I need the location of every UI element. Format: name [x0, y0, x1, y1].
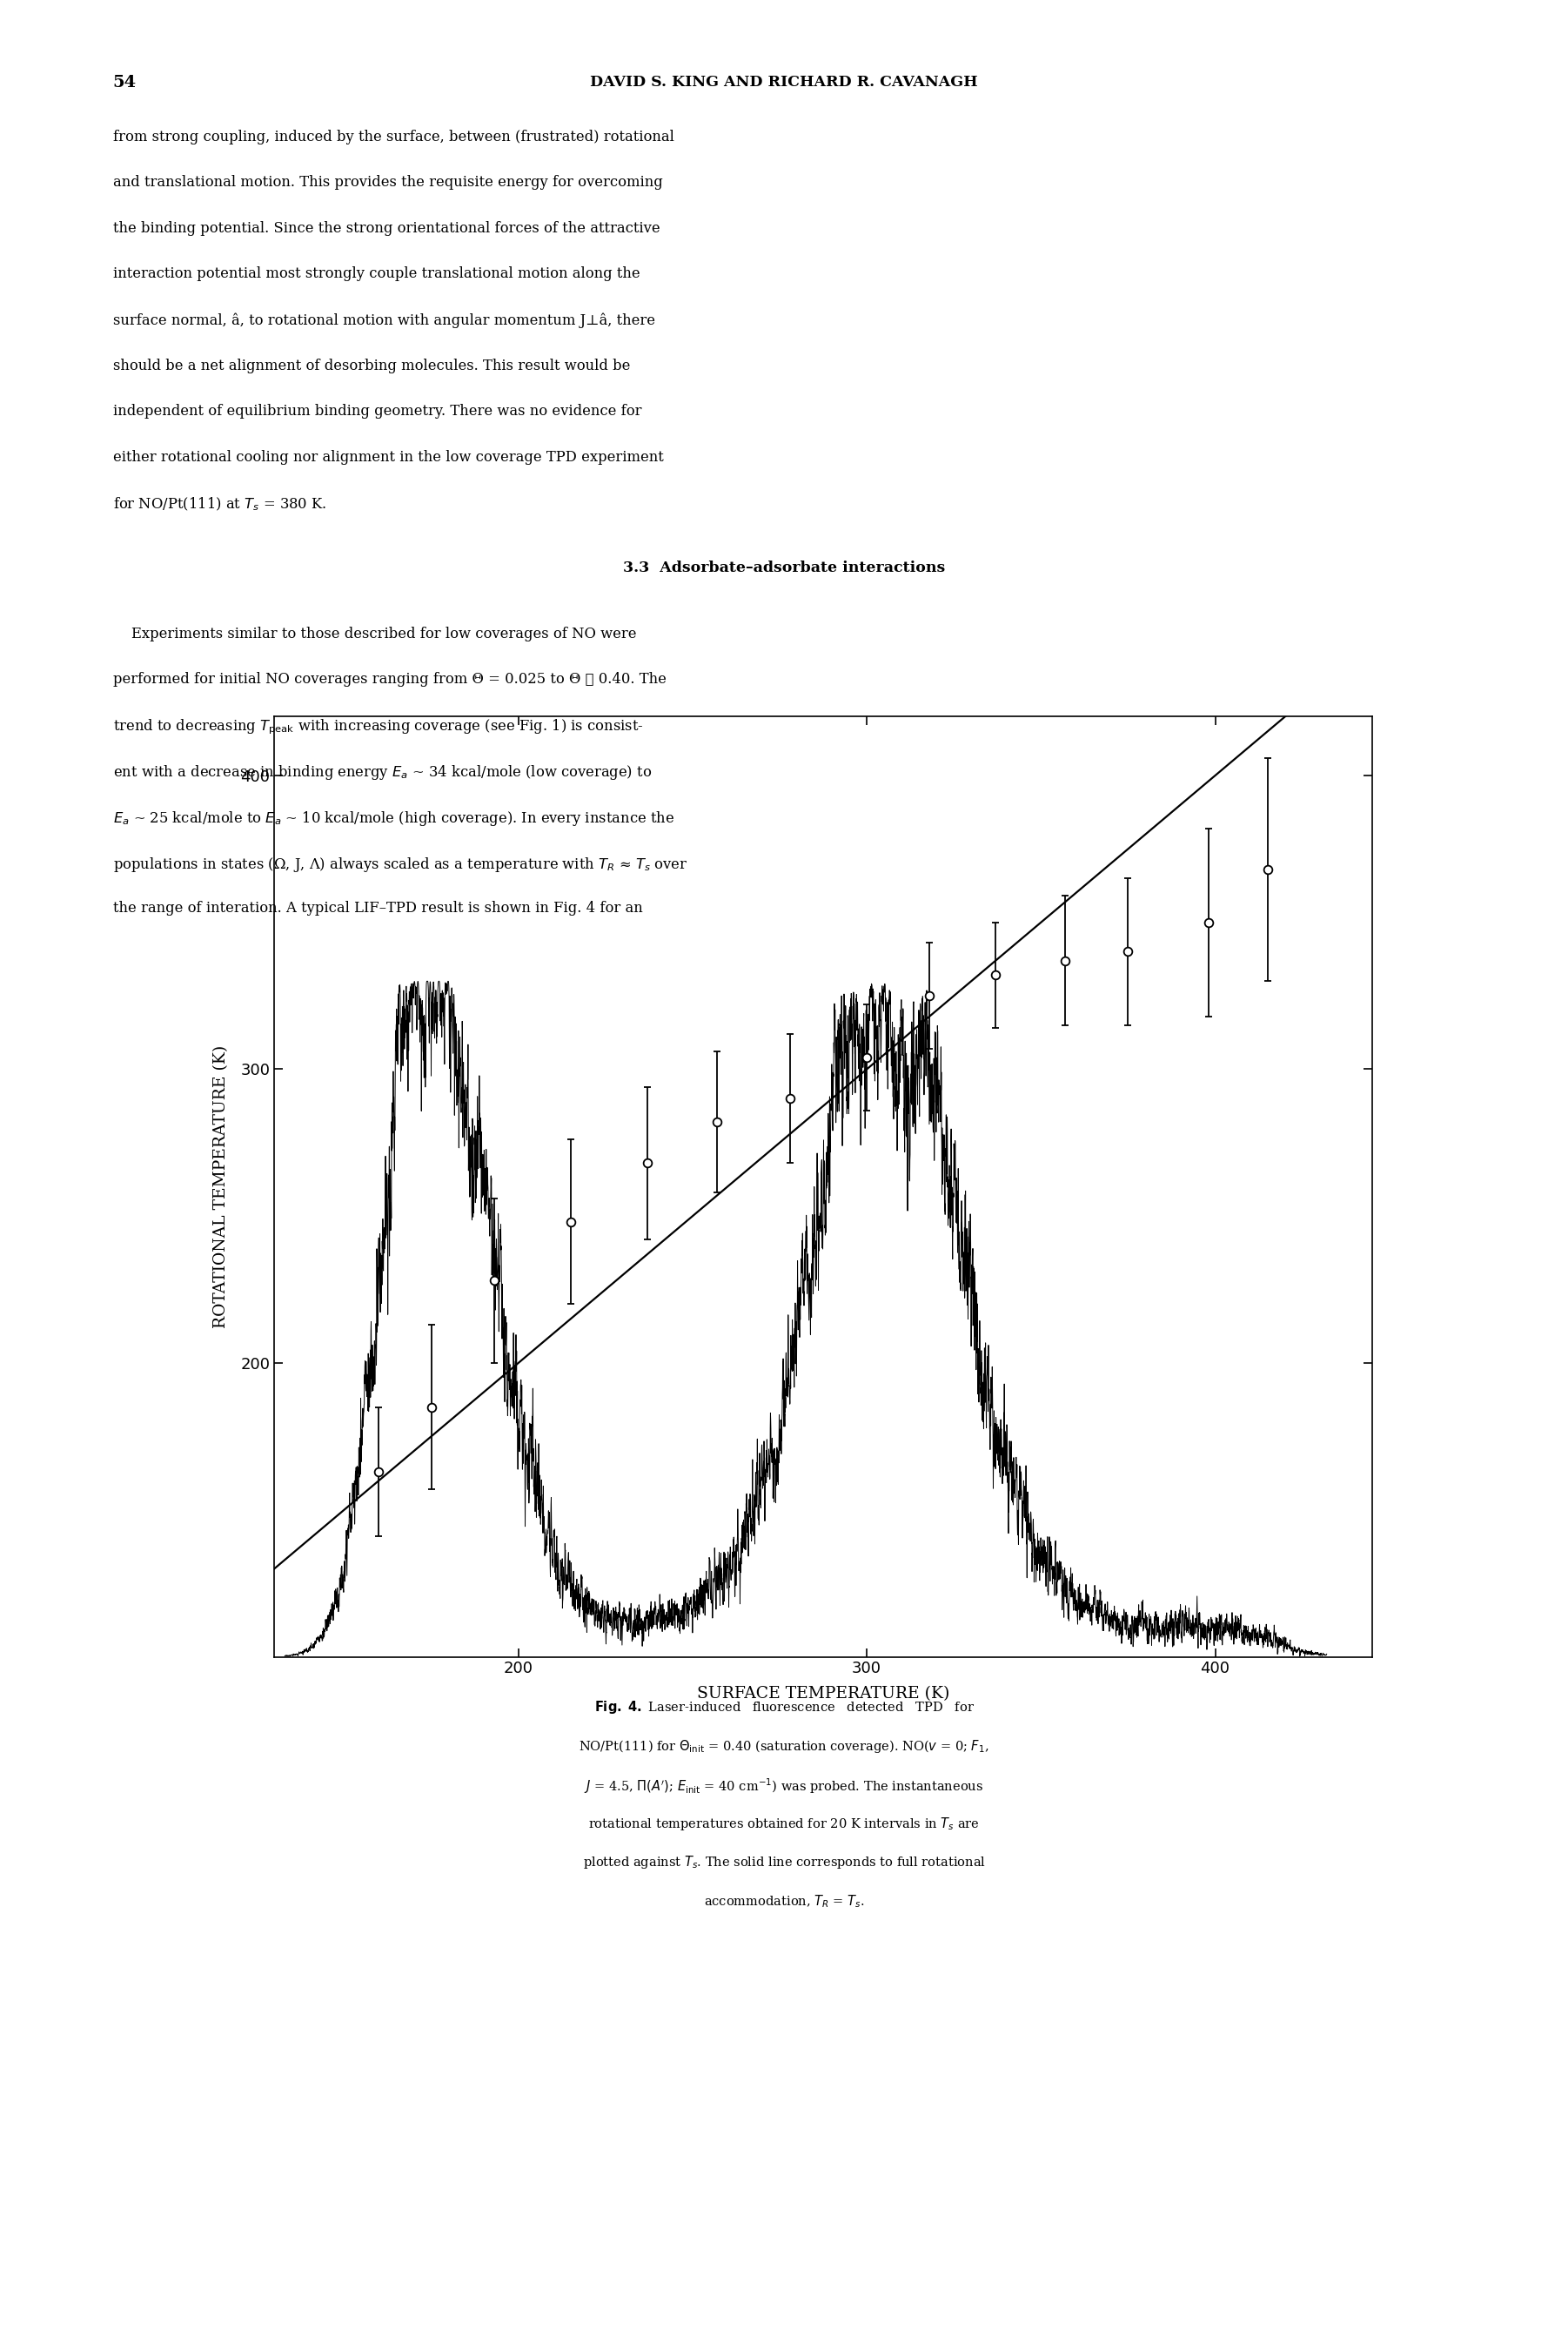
Text: NO/Pt(111) for $\Theta_{\rm init}$ = 0.40 (saturation coverage). NO($v$ = 0; $F_: NO/Pt(111) for $\Theta_{\rm init}$ = 0.4…: [579, 1739, 989, 1755]
Text: DAVID S. KING AND RICHARD R. CAVANAGH: DAVID S. KING AND RICHARD R. CAVANAGH: [590, 75, 978, 89]
Text: either rotational cooling nor alignment in the low coverage TPD experiment: either rotational cooling nor alignment …: [113, 449, 663, 465]
Text: the binding potential. Since the strong orientational forces of the attractive: the binding potential. Since the strong …: [113, 221, 660, 235]
Text: and translational motion. This provides the requisite energy for overcoming: and translational motion. This provides …: [113, 176, 663, 190]
Text: 54: 54: [113, 75, 136, 92]
X-axis label: SURFACE TEMPERATURE (K): SURFACE TEMPERATURE (K): [696, 1687, 950, 1701]
Text: accommodation, $T_R$ = $T_s$.: accommodation, $T_R$ = $T_s$.: [704, 1894, 864, 1908]
Text: the range of interation. A typical LIF–TPD result is shown in Fig. 4 for an: the range of interation. A typical LIF–T…: [113, 900, 643, 916]
Text: populations in states (Ω, J, Λ) always scaled as a temperature with $T_R$ ≈ $T_s: populations in states (Ω, J, Λ) always s…: [113, 855, 687, 874]
Text: $\mathbf{Fig.\ 4.}$ Laser-induced   fluorescence   detected   TPD   for: $\mathbf{Fig.\ 4.}$ Laser-induced fluore…: [594, 1699, 974, 1716]
Text: independent of equilibrium binding geometry. There was no evidence for: independent of equilibrium binding geome…: [113, 404, 641, 418]
Y-axis label: ROTATIONAL TEMPERATURE (K): ROTATIONAL TEMPERATURE (K): [213, 1046, 229, 1328]
Text: from strong coupling, induced by the surface, between (frustrated) rotational: from strong coupling, induced by the sur…: [113, 129, 674, 143]
Text: Experiments similar to those described for low coverages of NO were: Experiments similar to those described f…: [113, 625, 637, 642]
Text: rotational temperatures obtained for 20 K intervals in $T_s$ are: rotational temperatures obtained for 20 …: [588, 1817, 980, 1833]
Text: for NO/Pt(111) at $T_s$ = 380 K.: for NO/Pt(111) at $T_s$ = 380 K.: [113, 496, 326, 512]
Text: ent with a decrease in binding energy $E_a$ ~ 34 kcal/mole (low coverage) to: ent with a decrease in binding energy $E…: [113, 764, 652, 783]
Text: should be a net alignment of desorbing molecules. This result would be: should be a net alignment of desorbing m…: [113, 357, 630, 374]
Text: $J$ = 4.5, $\Pi(A')$; $E_{\rm init}$ = 40 cm$^{-1}$) was probed. The instantaneo: $J$ = 4.5, $\Pi(A')$; $E_{\rm init}$ = 4…: [585, 1777, 983, 1795]
Text: 3.3  Adsorbate–adsorbate interactions: 3.3 Adsorbate–adsorbate interactions: [622, 559, 946, 576]
Text: surface normal, â, to rotational motion with angular momentum J⊥â, there: surface normal, â, to rotational motion …: [113, 313, 655, 327]
Text: interaction potential most strongly couple translational motion along the: interaction potential most strongly coup…: [113, 266, 640, 282]
Text: plotted against $T_s$. The solid line corresponds to full rotational: plotted against $T_s$. The solid line co…: [583, 1854, 985, 1871]
Text: $E_a$ ~ 25 kcal/mole to $E_a$ ~ 10 kcal/mole (high coverage). In every instance : $E_a$ ~ 25 kcal/mole to $E_a$ ~ 10 kcal/…: [113, 808, 674, 827]
Text: trend to decreasing $T_{\rm peak}$ with increasing coverage (see Fig. 1) is cons: trend to decreasing $T_{\rm peak}$ with …: [113, 717, 643, 736]
Text: performed for initial NO coverages ranging from Θ = 0.025 to Θ ⩽ 0.40. The: performed for initial NO coverages rangi…: [113, 672, 666, 686]
